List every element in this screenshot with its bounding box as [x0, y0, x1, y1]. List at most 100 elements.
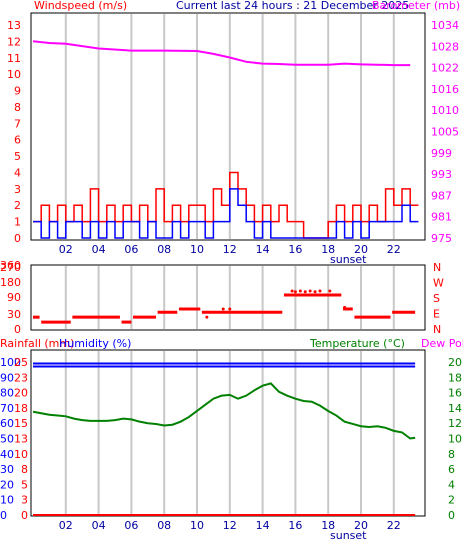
rain-tick-label: 25 [14, 356, 28, 369]
x-tick-label: 14 [256, 519, 270, 532]
wind-tick-label: 13 [7, 19, 21, 32]
x-tick-label: 20 [354, 243, 368, 256]
rain-tick-label: 5 [21, 478, 28, 491]
direction-point [308, 289, 312, 293]
temp-tick-label: 2 [448, 494, 455, 507]
wind-tick-label: 11 [7, 52, 21, 65]
temp-tick-label: 8 [448, 448, 455, 461]
rain-tick-label: 10 [14, 448, 28, 461]
wind-tick-label: 2 [14, 199, 21, 212]
humidity-tick-label: 70 [0, 402, 14, 415]
direction-point [303, 290, 307, 294]
x-tick-label: 08 [157, 519, 171, 532]
wind-baro-frame [30, 12, 426, 241]
baro-tick-label: 1028 [431, 40, 459, 53]
baro-axis-title: Barometer (mb) [372, 0, 460, 12]
x-tick-label: 04 [92, 243, 106, 256]
baro-tick-label: 987 [431, 189, 452, 202]
temp-tick-label: 10 [448, 433, 462, 446]
x-tick-label: 02 [59, 243, 73, 256]
humidity-tick-label: 10 [0, 494, 14, 507]
humidity-tick-label: 0 [0, 509, 7, 522]
legend-temperature: Temperature (°C) [309, 337, 405, 350]
compass-tick-label: N [433, 323, 441, 336]
x-tick-label: 12 [223, 243, 237, 256]
direction-point [313, 290, 317, 294]
rain-tick-label: 20 [14, 387, 28, 400]
temp-grid [64, 351, 395, 515]
direction-tick-label: 90 [7, 291, 21, 304]
wind-tick-label: 8 [14, 101, 21, 114]
baro-tick-label: 1022 [431, 62, 459, 75]
direction-frame [30, 264, 426, 331]
direction-grid [64, 266, 395, 329]
baro-tick-label: 1016 [431, 83, 459, 96]
wind-tick-label: 3 [14, 183, 21, 196]
x-tick-label: 06 [124, 519, 138, 532]
barometer-line [32, 40, 411, 67]
rain-y-axis: 0 3 5 8 10 13 15 18 20 23 25 [14, 356, 28, 522]
direction-point [328, 289, 332, 293]
rain-tick-label: 8 [21, 463, 28, 476]
baro-tick-label: 993 [431, 168, 452, 181]
temp-tick-label: 6 [448, 463, 455, 476]
direction-tick-label: 180 [0, 276, 21, 289]
baro-tick-label: 1034 [431, 19, 459, 32]
wind-tick-label: 7 [14, 117, 21, 130]
wind-tick-label: 1 [14, 216, 21, 229]
wind-tick-label: 6 [14, 134, 21, 147]
temp-series [32, 362, 416, 516]
x-tick-label: 20 [354, 519, 368, 532]
x-tick-label: 22 [387, 243, 401, 256]
humidity-tick-label: 80 [0, 387, 14, 400]
wind-average-line [33, 188, 419, 239]
direction-tick-label: 360 [0, 259, 21, 272]
legend-rainfall: Rainfall (mm) [0, 337, 74, 350]
baro-y-axis: 975 981 987 993 999 1005 1010 1016 1022 1028 1034 [431, 19, 459, 245]
wind-gust-line [33, 171, 419, 239]
baro-tick-label: 999 [431, 147, 452, 160]
rain-tick-label: 18 [14, 402, 28, 415]
x-tick-label: 10 [190, 243, 204, 256]
wind-tick-label: 4 [14, 166, 21, 179]
rain-tick-label: 15 [14, 417, 28, 430]
legend-dewpoint: Dew Point [421, 337, 463, 350]
direction-tick-label: 270 [0, 261, 21, 274]
chart-title: Current last 24 hours : 21 December 2025 [176, 0, 409, 12]
rain-tick-label: 0 [21, 509, 28, 522]
x-tick-label: 12 [223, 519, 237, 532]
direction-point [318, 289, 322, 293]
x-tick-label: 16 [288, 519, 302, 532]
baro-tick-label: 1010 [431, 104, 459, 117]
x-tick-label: 04 [92, 519, 106, 532]
humidity-tick-label: 60 [0, 417, 14, 430]
direction-point [290, 289, 294, 293]
temp-tick-label: 14 [448, 402, 462, 415]
wind-tick-label: 5 [14, 150, 21, 163]
direction-point [298, 289, 302, 293]
x-tick-label: 14 [256, 243, 270, 256]
baro-tick-label: 1005 [431, 126, 459, 139]
wind-baro-series [32, 40, 419, 239]
x-tick-label: 18 [321, 243, 335, 256]
direction-point [205, 315, 209, 319]
wind-tick-label: 12 [7, 35, 21, 48]
direction-point [228, 307, 232, 311]
humidity-tick-label: 30 [0, 463, 14, 476]
direction-point [221, 307, 225, 311]
humidity-tick-label: 50 [0, 433, 14, 446]
x-tick-label: 08 [157, 243, 171, 256]
rain-tick-label: 3 [21, 494, 28, 507]
humidity-y-axis: 0 10 20 30 40 50 60 70 80 90 100 [0, 356, 21, 522]
compass-tick-label: E [433, 308, 440, 321]
rain-tick-label: 23 [14, 371, 28, 384]
temp-tick-label: 20 [448, 356, 462, 369]
temperature-line [32, 382, 416, 440]
sunset-marker: sunset [330, 253, 367, 266]
temp-x-axis: 02 04 06 08 10 12 14 16 18 20 22 [59, 519, 401, 532]
x-tick-label: 02 [59, 519, 73, 532]
humidity-tick-label: 20 [0, 478, 14, 491]
